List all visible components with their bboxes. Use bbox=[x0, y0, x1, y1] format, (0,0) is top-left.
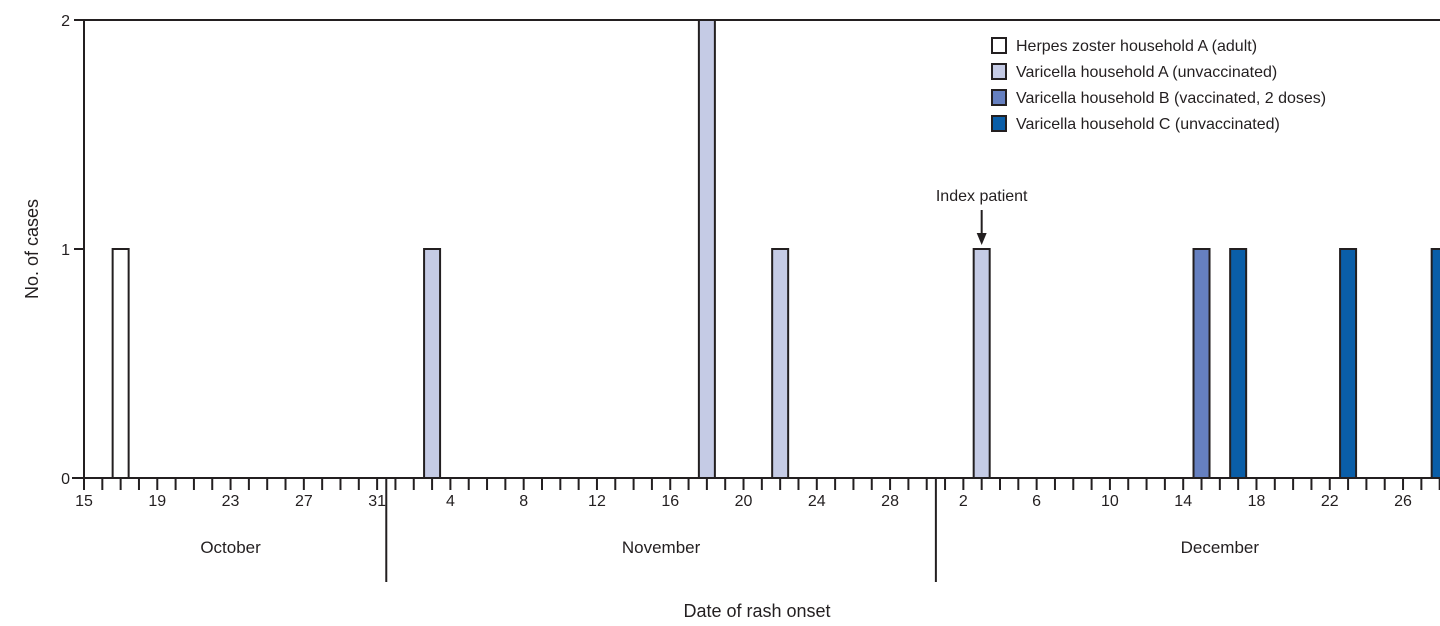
y-tick-label: 1 bbox=[61, 242, 70, 259]
bars-layer bbox=[111, 19, 1440, 479]
x-tick-label: 15 bbox=[75, 493, 93, 510]
x-tick-label: 4 bbox=[446, 493, 455, 510]
legend-label-2: Varicella household A (unvaccinated) bbox=[1016, 64, 1277, 81]
x-tick-label: 14 bbox=[1174, 493, 1192, 510]
x-tick-label: 27 bbox=[295, 493, 313, 510]
x-tick-label: 8 bbox=[519, 493, 528, 510]
axes-layer bbox=[72, 19, 1440, 490]
x-tick-label: 26 bbox=[1394, 493, 1412, 510]
x-tick-label: 19 bbox=[148, 493, 166, 510]
legend-swatch-4 bbox=[991, 115, 1007, 132]
x-tick-label: 31 bbox=[368, 493, 386, 510]
x-tick-label: 28 bbox=[881, 493, 899, 510]
month-layer: October November December bbox=[200, 478, 1259, 582]
bar-series-2 bbox=[423, 248, 442, 479]
month-label-december: December bbox=[1181, 538, 1260, 557]
y-axis-title: No. of cases bbox=[22, 199, 42, 299]
legend-swatch-3 bbox=[991, 89, 1007, 106]
x-tick-label: 10 bbox=[1101, 493, 1119, 510]
month-label-october: October bbox=[200, 538, 261, 557]
bar-series-4 bbox=[1339, 248, 1358, 479]
x-tick-label: 23 bbox=[222, 493, 240, 510]
anno-layer: Index patient bbox=[936, 188, 1028, 245]
bar-series-2 bbox=[771, 248, 790, 479]
month-label-november: November bbox=[622, 538, 701, 557]
legend-swatch-2 bbox=[991, 63, 1007, 80]
arrow-down-icon bbox=[976, 233, 987, 245]
x-tick-label: 2 bbox=[959, 493, 968, 510]
ticks-layer: 012151923273148121620242826101418222630 bbox=[61, 13, 1440, 510]
bar-series-2 bbox=[972, 248, 991, 479]
legend-label-4: Varicella household C (unvaccinated) bbox=[1016, 116, 1280, 133]
legend-label-1: Herpes zoster household A (adult) bbox=[1016, 38, 1257, 55]
y-tick-label: 0 bbox=[61, 471, 70, 488]
x-tick-label: 18 bbox=[1248, 493, 1266, 510]
legend-layer: Herpes zoster household A (adult) Varicel… bbox=[991, 37, 1326, 133]
x-tick-label: 6 bbox=[1032, 493, 1041, 510]
bar-series-4 bbox=[1430, 248, 1440, 479]
x-tick-label: 16 bbox=[661, 493, 679, 510]
x-tick-label: 22 bbox=[1321, 493, 1339, 510]
legend-swatch-1 bbox=[991, 37, 1007, 54]
x-tick-label: 24 bbox=[808, 493, 826, 510]
y-tick-label: 2 bbox=[61, 13, 70, 30]
bar-series-2 bbox=[697, 19, 716, 479]
bar-series-3 bbox=[1192, 248, 1211, 479]
x-tick-label: 20 bbox=[735, 493, 753, 510]
x-axis-title: Date of rash onset bbox=[683, 601, 830, 621]
bar-series-4 bbox=[1229, 248, 1248, 479]
annotation-label: Index patient bbox=[936, 188, 1028, 205]
legend-label-3: Varicella household B (vaccinated, 2 dos… bbox=[1016, 90, 1326, 107]
x-tick-label: 12 bbox=[588, 493, 606, 510]
bar-series-1 bbox=[111, 248, 130, 479]
